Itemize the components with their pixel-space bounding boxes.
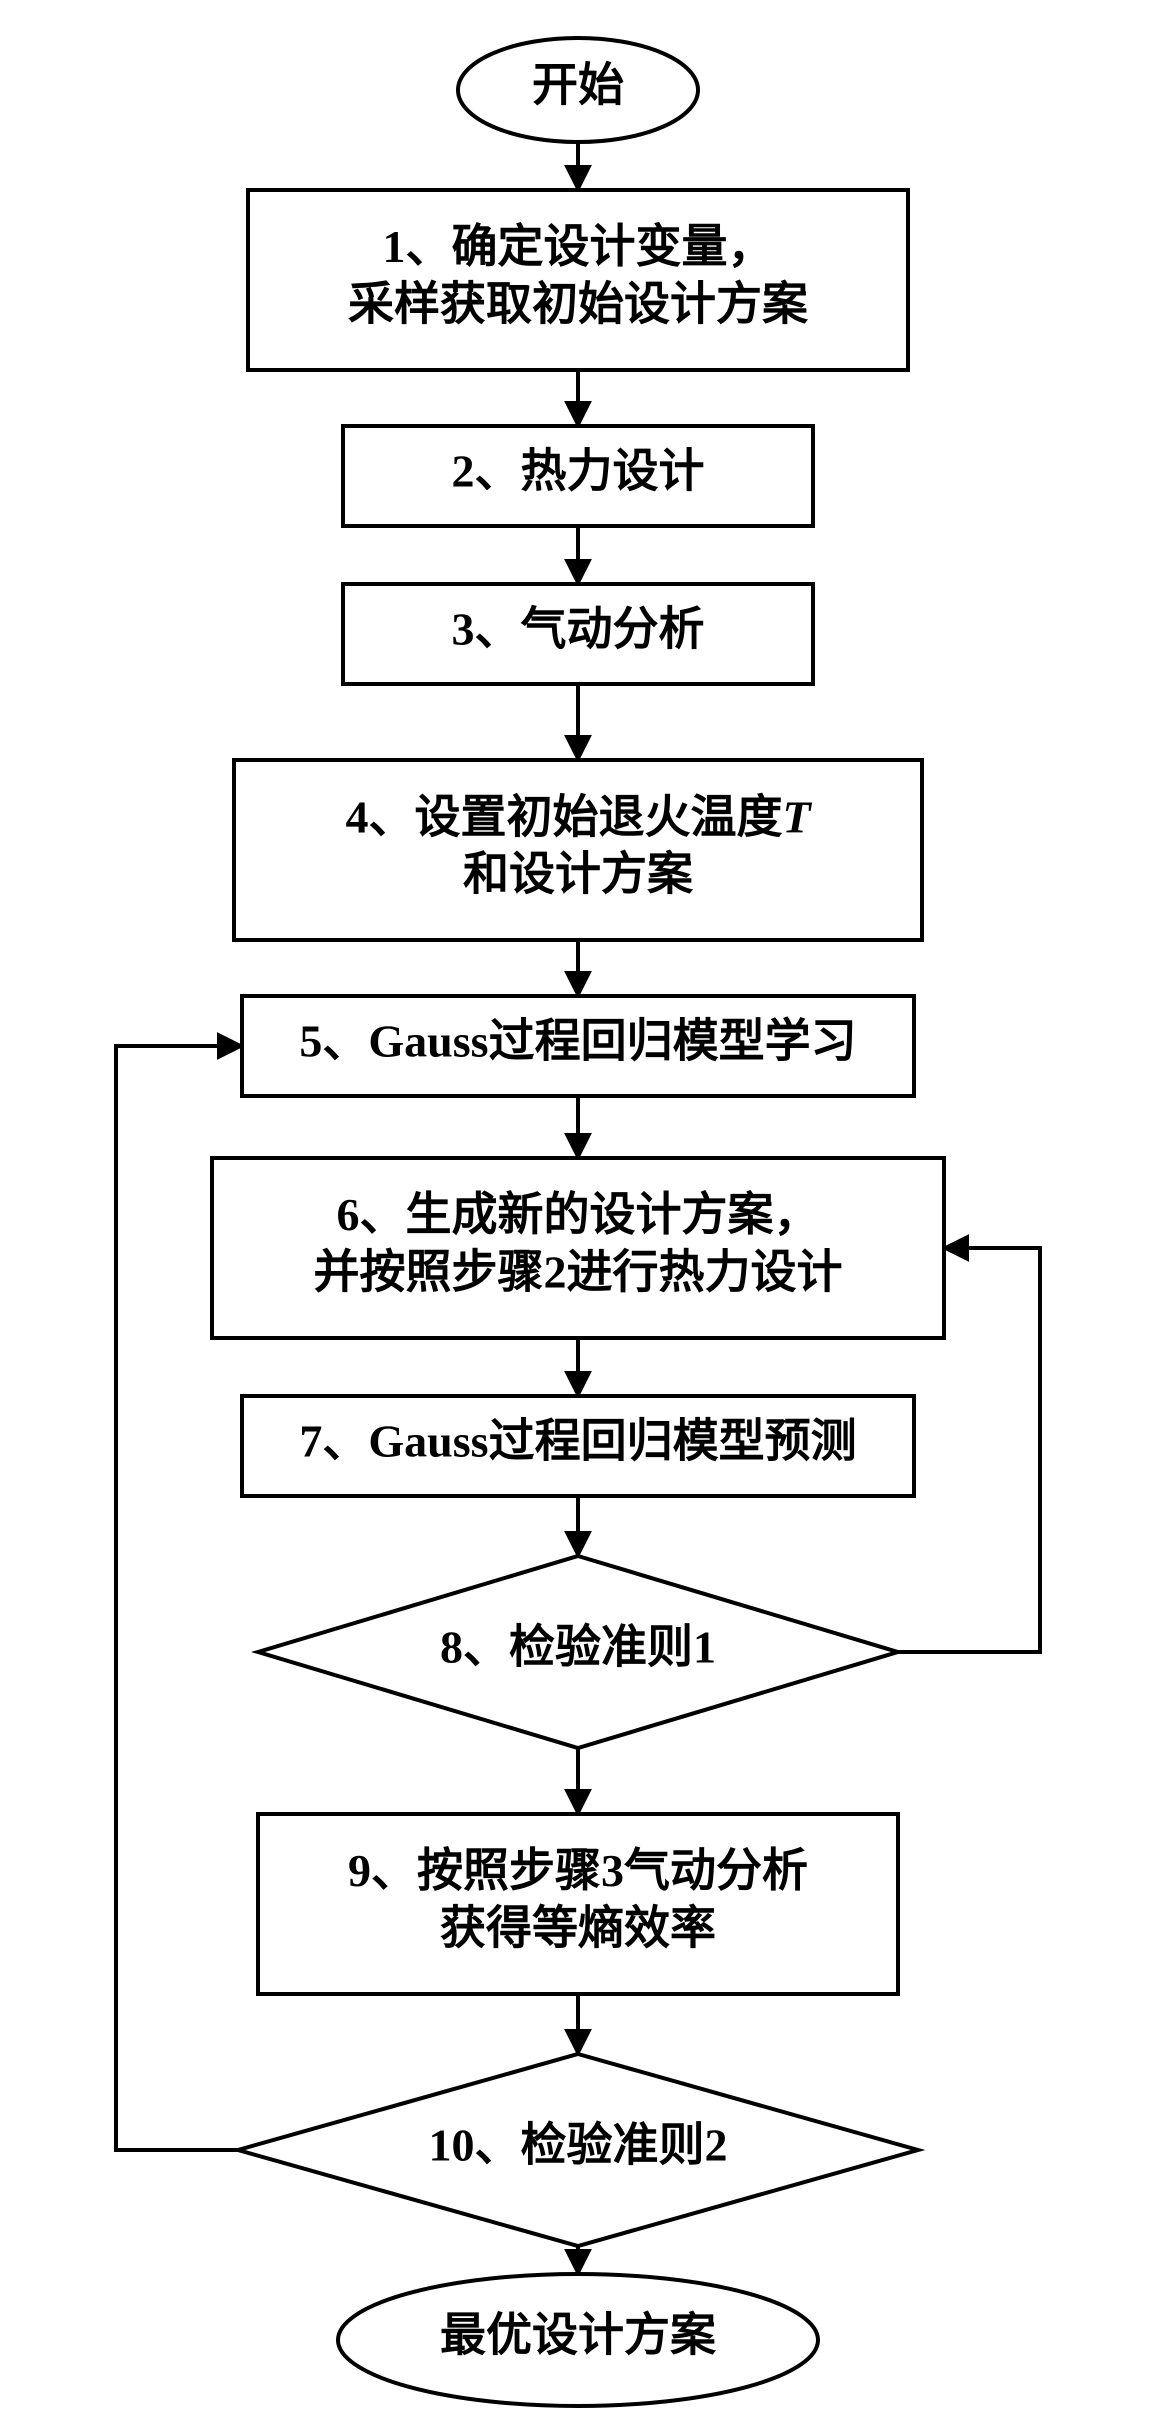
flow-node-label: 4、设置初始退火温度T <box>345 791 812 842</box>
flow-node-end: 最优设计方案 <box>338 2274 818 2406</box>
flow-node-n2: 2、热力设计 <box>343 426 813 526</box>
flow-node-label: 6、生成新的设计方案， <box>337 1189 820 1240</box>
flow-node-label: 5、Gauss过程回归模型学习 <box>299 1016 856 1067</box>
flow-node-label: 并按照步骤2进行热力设计 <box>314 1246 843 1297</box>
flow-node-n10: 10、检验准则2 <box>238 2054 918 2246</box>
flow-node-label: 7、Gauss过程回归模型预测 <box>299 1416 856 1467</box>
flow-node-label: 1、确定设计变量， <box>383 221 774 272</box>
flow-node-n9: 9、按照步骤3气动分析获得等熵效率 <box>258 1814 898 1994</box>
flowchart-container: 开始 1、确定设计变量， 采样获取初始设计方案 2、热力设计 3、气动分析 4、设置初始退… <box>0 0 1155 2422</box>
flow-node-label: 获得等熵效率 <box>440 1902 716 1953</box>
flow-node-label: 8、检验准则1 <box>440 1622 716 1673</box>
flow-node-label: 9、按照步骤3气动分析 <box>348 1845 808 1896</box>
flow-node-label: 采样获取初始设计方案 <box>348 278 809 329</box>
flow-node-label: 2、热力设计 <box>452 446 705 497</box>
flow-node-n6: 6、生成新的设计方案， 并按照步骤2进行热力设计 <box>212 1158 944 1338</box>
flow-node-label: 开始 <box>532 60 624 111</box>
flow-node-start: 开始 <box>458 38 698 142</box>
flow-node-label: 10、检验准则2 <box>429 2120 728 2171</box>
flow-node-n4: 4、设置初始退火温度T 和设计方案 <box>234 760 922 940</box>
flow-node-n1: 1、确定设计变量， 采样获取初始设计方案 <box>248 190 908 370</box>
flow-node-n5: 5、Gauss过程回归模型学习 <box>242 996 914 1096</box>
flow-node-n7: 7、Gauss过程回归模型预测 <box>242 1396 914 1496</box>
flowchart-svg: 开始 1、确定设计变量， 采样获取初始设计方案 2、热力设计 3、气动分析 4、设置初始退… <box>0 0 1155 2422</box>
flow-node-n3: 3、气动分析 <box>343 584 813 684</box>
flow-node-label: 3、气动分析 <box>452 604 705 655</box>
flow-node-n8: 8、检验准则1 <box>258 1556 898 1748</box>
flow-node-label: 最优设计方案 <box>440 2310 717 2361</box>
flow-node-label: 和设计方案 <box>463 848 694 899</box>
